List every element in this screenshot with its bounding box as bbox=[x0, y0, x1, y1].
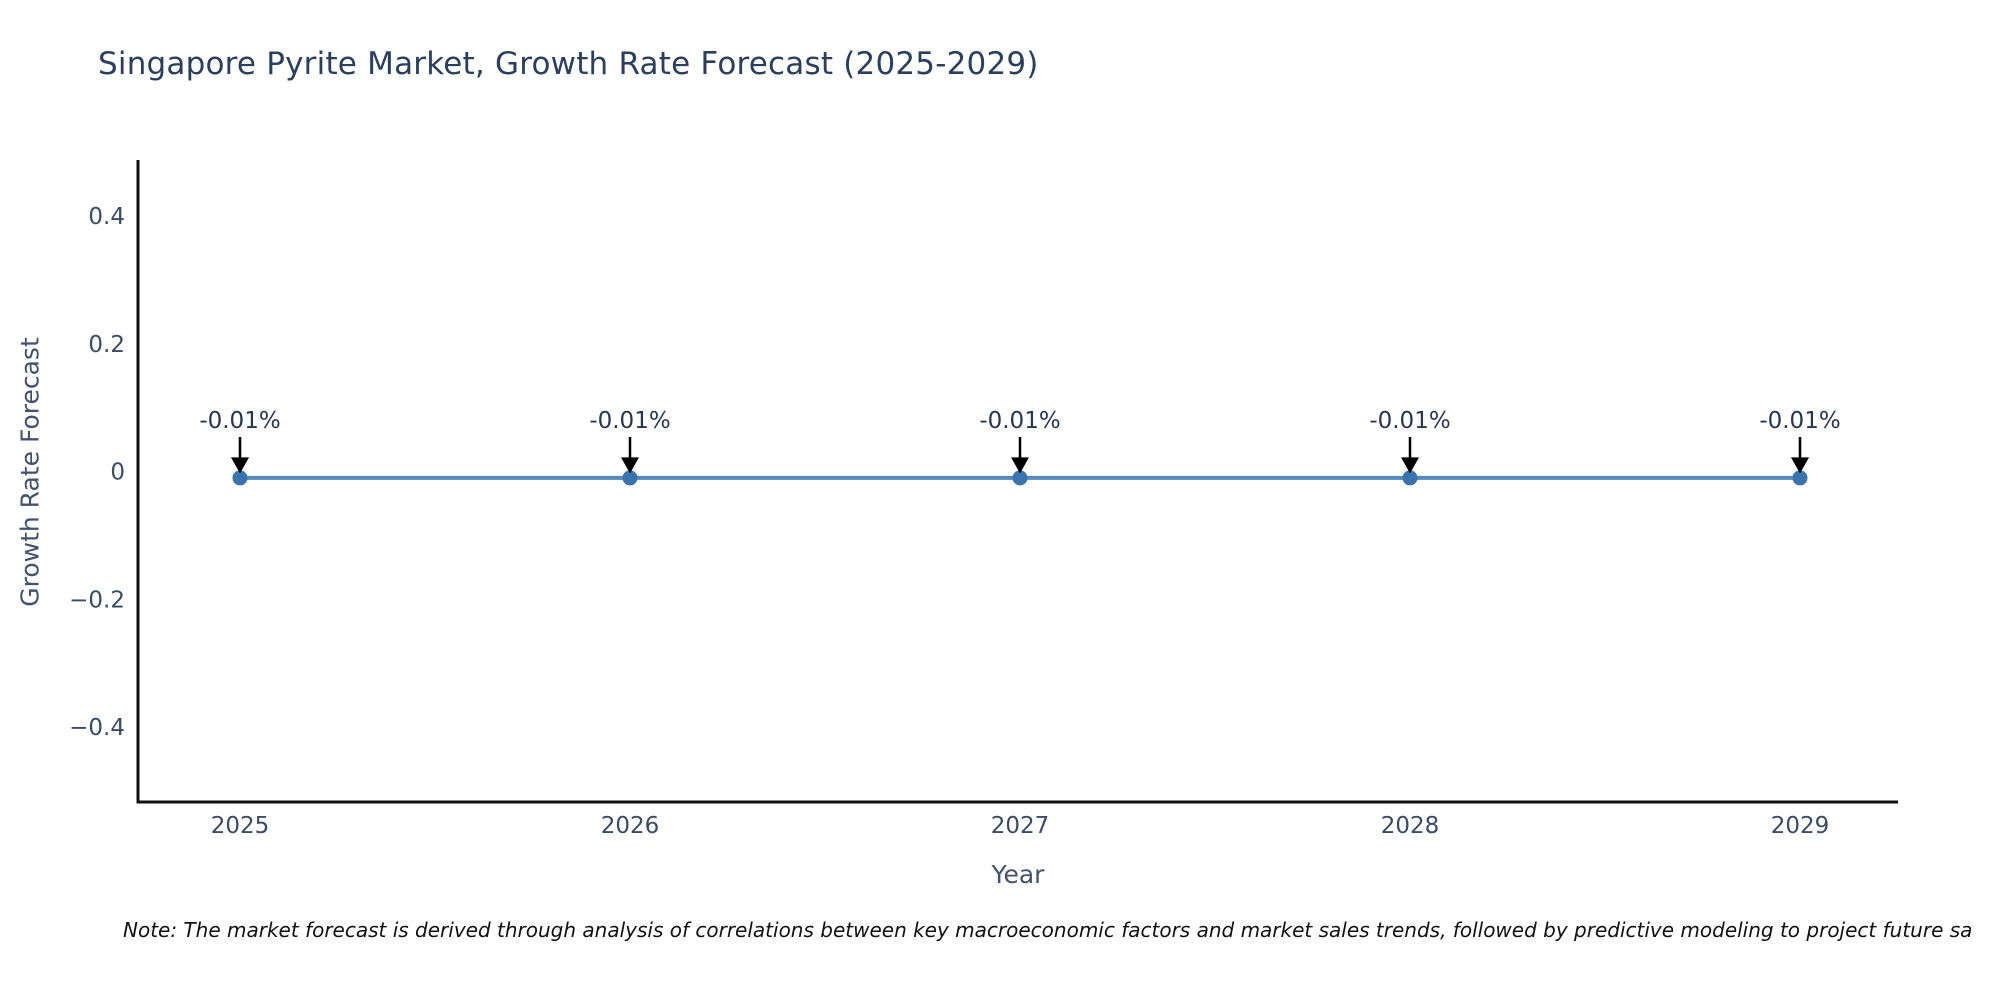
x-tick-label: 2026 bbox=[601, 813, 660, 839]
x-tick-label: 2028 bbox=[1381, 813, 1440, 839]
y-tick-label: 0 bbox=[110, 460, 125, 486]
annotation-label: -0.01% bbox=[589, 408, 670, 434]
x-tick-label: 2027 bbox=[991, 813, 1050, 839]
annotation-arrow-head bbox=[231, 457, 249, 474]
axis-lines bbox=[136, 160, 1898, 804]
annotation-label: -0.01% bbox=[199, 408, 280, 434]
annotation-label: -0.01% bbox=[1369, 408, 1450, 434]
data-point-marker[interactable] bbox=[1792, 470, 1808, 486]
x-tick-label: 2025 bbox=[211, 813, 270, 839]
x-axis-title: Year bbox=[991, 860, 1045, 889]
y-axis-title: Growth Rate Forecast bbox=[15, 337, 45, 607]
annotation-arrow-head bbox=[1011, 457, 1029, 474]
y-tick-label: 0.2 bbox=[88, 332, 125, 358]
annotation-label: -0.01% bbox=[979, 408, 1060, 434]
chart-title: Singapore Pyrite Market, Growth Rate For… bbox=[98, 46, 1039, 82]
data-point-marker[interactable] bbox=[232, 470, 248, 486]
y-tick-label: −0.2 bbox=[69, 587, 125, 613]
annotation-arrow-head bbox=[621, 457, 639, 474]
annotation-arrow-head bbox=[1401, 457, 1419, 474]
data-point-marker[interactable] bbox=[1012, 470, 1028, 486]
data-point-marker[interactable] bbox=[1402, 470, 1418, 486]
x-tick-label: 2029 bbox=[1771, 813, 1830, 839]
footnote: Note: The market forecast is derived thr… bbox=[123, 918, 1973, 942]
annotation-label: -0.01% bbox=[1759, 408, 1840, 434]
y-tick-label: −0.4 bbox=[69, 715, 125, 741]
y-tick-label: 0.4 bbox=[88, 204, 125, 230]
data-point-marker[interactable] bbox=[622, 470, 638, 486]
annotation-arrow-head bbox=[1791, 457, 1809, 474]
